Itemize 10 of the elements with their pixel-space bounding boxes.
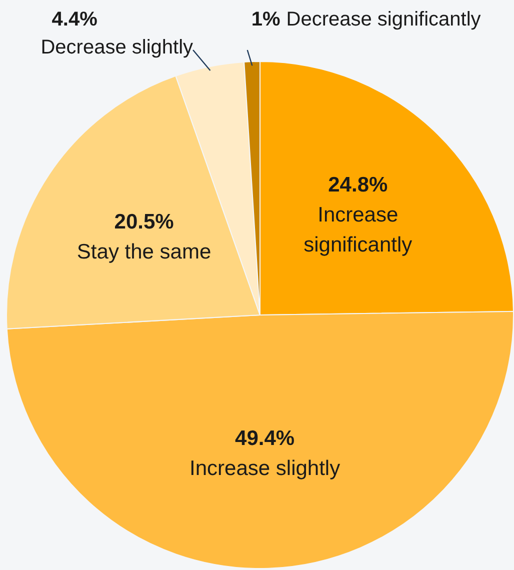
slice-label: Decrease slightly xyxy=(40,36,194,59)
data-label: 49.4% xyxy=(235,427,295,450)
data-label: 1% xyxy=(251,8,280,31)
slice-label: Decrease significantly xyxy=(286,8,481,31)
slice-label: Stay the same xyxy=(76,240,212,264)
data-label: 4.4% xyxy=(52,8,98,31)
data-label: 20.5% xyxy=(114,210,174,234)
slice-label: Increase slightly xyxy=(190,457,341,480)
slice-label: Increase significantly xyxy=(304,204,413,257)
data-label: 24.8% xyxy=(328,174,388,197)
